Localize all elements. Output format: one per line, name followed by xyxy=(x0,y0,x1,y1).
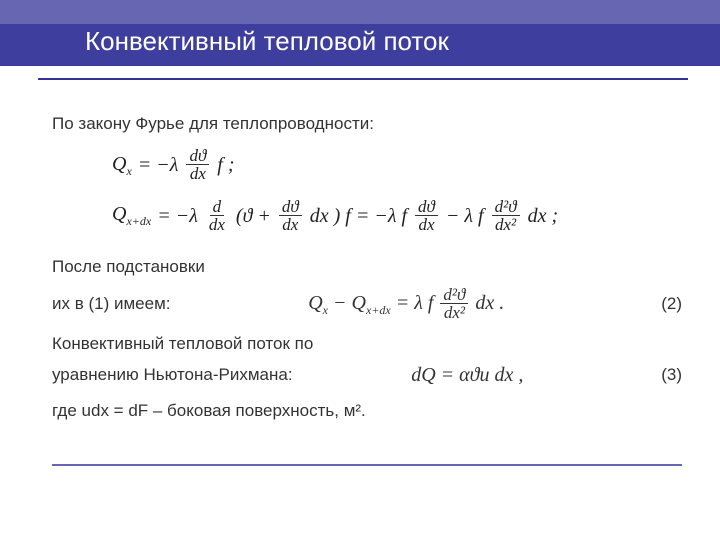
ih-text: их в (1) имеем: xyxy=(52,294,170,314)
title-bar: Конвективный тепловой поток xyxy=(0,24,720,78)
eq2-lhs: Qx+dx xyxy=(112,203,151,229)
eq1-prefix: = −λ xyxy=(138,154,179,177)
equation-difference: Qx − Qx+dx = λ f d²ϑ dx² dx . xyxy=(170,286,642,323)
eq2-fracA: dϑ dx xyxy=(279,198,302,235)
title-underline xyxy=(38,78,688,80)
equation-qxdx: Qx+dx = −λ d dx (ϑ + dϑ dx dx ) f = −λ f… xyxy=(112,198,682,235)
row-equation-2: их в (1) имеем: Qx − Qx+dx = λ f d²ϑ dx²… xyxy=(52,286,682,323)
equation-label-2: (2) xyxy=(642,294,682,314)
eq2-mid: − λ f xyxy=(446,205,484,228)
fourier-intro-text: По закону Фурье для теплопроводности: xyxy=(52,110,682,137)
page-title: Конвективный тепловой поток xyxy=(85,26,449,57)
eq1-fraction: dϑ dx xyxy=(186,147,209,184)
eq2-paren-close: dx ) f = −λ f xyxy=(310,205,407,228)
equation-dq: dQ = αϑu dx , xyxy=(293,364,642,387)
content-area: По закону Фурье для теплопроводности: Qx… xyxy=(52,110,682,466)
equation-qx: Qx = −λ dϑ dx f ; xyxy=(112,147,682,184)
eq2-part1: = −λ xyxy=(157,205,198,228)
eq2-paren-open: (ϑ + xyxy=(236,205,271,228)
eq2-fracC: d²ϑ dx² xyxy=(492,198,520,235)
eq2-frac-d-dx: d dx xyxy=(206,198,228,235)
top-accent-bar xyxy=(0,0,720,24)
where-text: где udx = dF – боковая поверхность, м². xyxy=(52,397,682,454)
eq1-suffix: f ; xyxy=(217,154,234,177)
eq2-fracB: dϑ dx xyxy=(415,198,438,235)
conv-flow-text: Конвективный тепловой поток по xyxy=(52,330,682,357)
newton-rikhman-text: уравнению Ньютона-Рихмана: xyxy=(52,365,293,385)
subst-text: После подстановки xyxy=(52,253,682,280)
equation-label-3: (3) xyxy=(642,365,682,385)
eq1-lhs: Qx xyxy=(112,153,132,179)
eq2-suffix: dx ; xyxy=(528,205,559,228)
row-equation-3: уравнению Ньютона-Рихмана: dQ = αϑu dx ,… xyxy=(52,364,682,387)
